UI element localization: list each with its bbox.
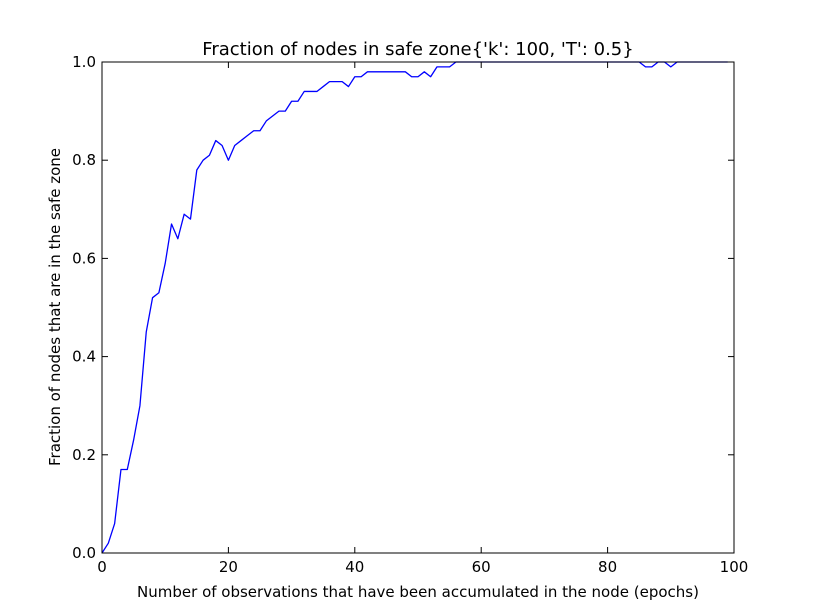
y-tick-label: 0.0 <box>72 544 96 562</box>
chart-title: Fraction of nodes in safe zone{'k': 100,… <box>202 39 633 60</box>
y-tick-label: 0.2 <box>72 446 96 464</box>
y-tick-label: 0.8 <box>72 151 96 169</box>
x-tick-label: 40 <box>345 558 364 576</box>
series-line-0 <box>101 61 728 554</box>
x-tick-label: 100 <box>720 558 749 576</box>
y-tick-label: 0.6 <box>72 249 96 267</box>
y-tick-label: 0.4 <box>72 348 96 366</box>
x-tick-label: 60 <box>472 558 491 576</box>
x-tick-label: 80 <box>598 558 617 576</box>
y-axis-label: Fraction of nodes that are in the safe z… <box>46 148 64 466</box>
x-tick-label: 0 <box>97 558 107 576</box>
plot-frame <box>101 61 735 554</box>
x-tick-label: 20 <box>219 558 238 576</box>
y-tick-label: 1.0 <box>72 53 96 71</box>
plot-area: 0 20 40 60 80 100 0.0 0.2 0.4 0.6 0.8 1.0 <box>72 53 748 576</box>
x-axis-label: Number of observations that have been ac… <box>137 583 699 601</box>
